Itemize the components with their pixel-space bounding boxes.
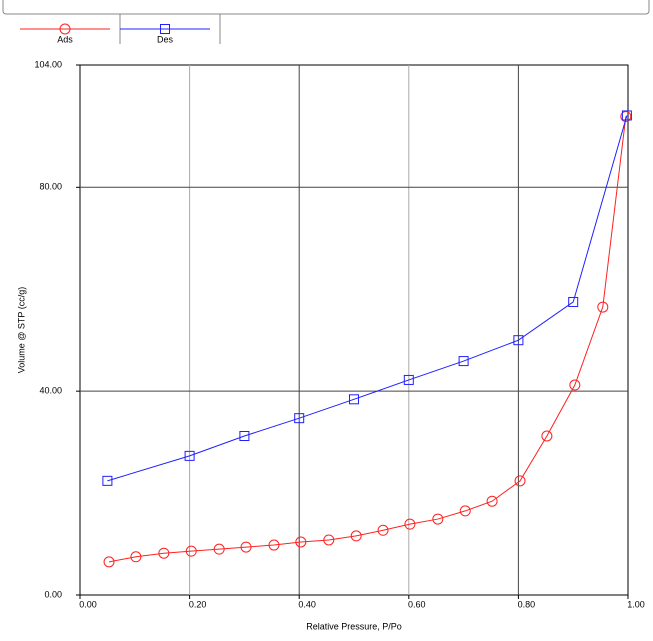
x-tick-label: 0.00 [79, 599, 97, 609]
x-tick-label: 0.80 [518, 599, 536, 609]
point [185, 545, 197, 557]
point [102, 475, 113, 486]
point [597, 301, 609, 313]
point [184, 450, 195, 461]
point [458, 356, 469, 367]
point [620, 110, 632, 122]
point [568, 296, 579, 307]
point [130, 551, 142, 563]
x-tick-label: 0.60 [408, 599, 426, 609]
point [268, 539, 280, 551]
x-axis-label: Relative Pressure, P/Po [306, 621, 402, 631]
series-line [107, 115, 628, 482]
point [377, 524, 389, 536]
legend-marker [160, 24, 170, 34]
point [569, 379, 581, 391]
legend-label: Ads [57, 34, 73, 44]
point [403, 374, 414, 385]
point [213, 543, 225, 555]
plot-frame [79, 64, 629, 596]
point [158, 547, 170, 559]
point [404, 518, 416, 530]
point [103, 556, 115, 568]
point [459, 505, 471, 517]
point [239, 431, 250, 441]
point [513, 335, 524, 346]
y-tick-label: 80.00 [39, 182, 62, 192]
legend-label: Des [157, 34, 174, 44]
series-line [108, 116, 627, 563]
y-tick-label: 104.00 [34, 59, 62, 69]
x-tick-label: 0.20 [189, 599, 207, 609]
point [323, 534, 335, 546]
point [294, 413, 305, 424]
point [621, 110, 632, 121]
point [541, 430, 553, 442]
point [349, 394, 359, 405]
legend-marker [59, 23, 71, 35]
x-tick-label: 0.40 [298, 599, 316, 609]
y-tick-label: 40.00 [39, 386, 62, 396]
x-tick-label: 1.00 [627, 599, 645, 609]
header-box [2, 0, 650, 15]
point [514, 475, 526, 487]
y-axis-label: Volume @ STP (cc/g) [16, 287, 26, 374]
y-tick-label: 0.00 [44, 589, 62, 599]
point [295, 536, 307, 548]
point [432, 513, 444, 525]
point [350, 530, 362, 542]
point [240, 541, 252, 553]
point [486, 495, 498, 507]
